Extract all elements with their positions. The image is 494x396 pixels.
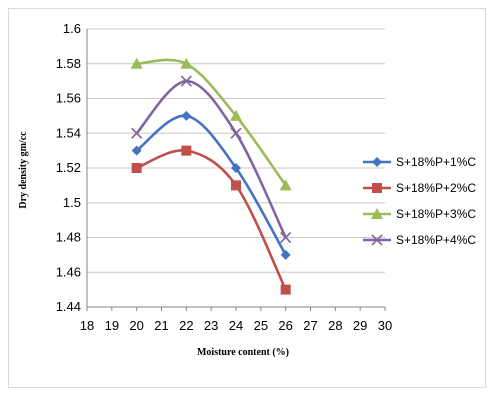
x-tick-label: 25 — [254, 318, 268, 333]
series-1 — [131, 110, 291, 260]
series-line — [135, 79, 287, 239]
y-tick-label: 1.54 — [56, 125, 81, 140]
y-tick-label: 1.6 — [63, 21, 81, 36]
y-axis-title: Dry density gm/cc — [18, 131, 29, 209]
x-tick-label: 21 — [154, 318, 168, 333]
legend-swatch-marker — [371, 208, 383, 219]
data-point — [180, 57, 193, 69]
legend-label: S+18%P+4%C — [396, 233, 476, 247]
data-point — [230, 109, 242, 121]
x-tick-label: 30 — [378, 318, 392, 333]
legend: S+18%P+1%C S+18%P+2%C S+18%P+3%C S+18%P+4%C — [363, 155, 476, 247]
x-tick-label: 29 — [353, 318, 367, 333]
data-point — [231, 180, 241, 191]
y-tick-label: 1.48 — [56, 230, 81, 245]
marker-stroke — [131, 127, 143, 139]
legend-item-4: S+18%P+4%C — [363, 233, 476, 247]
marker-stroke — [230, 127, 242, 139]
marker-stroke — [371, 234, 383, 246]
legend-swatch-marker — [371, 234, 383, 246]
series-layer — [130, 57, 292, 295]
x-tick-label: 26 — [278, 318, 292, 333]
axis-layer: 1.44 1.46 1.48 1.5 1.52 1.54 1.56 1.58 1.6 18 19 20… — [56, 21, 393, 333]
x-tick-label: 24 — [229, 318, 243, 333]
data-point — [280, 284, 291, 295]
y-tick-label: 1.46 — [56, 264, 81, 279]
series-line — [136, 149, 287, 291]
y-tick-label: 1.52 — [56, 160, 81, 175]
data-point — [230, 127, 242, 139]
data-point — [280, 249, 291, 260]
legend-item-3: S+18%P+3%C — [363, 207, 476, 221]
y-tick-label: 1.56 — [56, 91, 81, 106]
x-tick-label: 22 — [179, 318, 193, 333]
data-point — [130, 57, 143, 69]
y-tick-label: 1.58 — [56, 56, 81, 71]
legend-swatch-marker — [372, 157, 382, 167]
series-line — [135, 114, 287, 256]
x-tick-label: 28 — [328, 318, 342, 333]
legend-label: S+18%P+1%C — [396, 155, 476, 169]
chart-frame — [8, 8, 486, 388]
x-tick-label: 20 — [129, 318, 143, 333]
data-point — [131, 145, 142, 156]
y-tick-label: 1.44 — [56, 299, 81, 314]
legend-item-1: S+18%P+1%C — [363, 155, 476, 169]
data-point — [131, 127, 143, 139]
series-2 — [131, 145, 291, 295]
marker-stroke — [180, 75, 192, 87]
legend-label: S+18%P+3%C — [396, 207, 476, 221]
marker-stroke — [280, 231, 292, 244]
series-line — [136, 58, 287, 187]
series-3 — [130, 57, 292, 191]
data-point — [280, 231, 292, 244]
data-point — [180, 75, 192, 87]
legend-item-2: S+18%P+2%C — [363, 181, 476, 195]
data-point — [131, 163, 142, 173]
x-tick-label: 18 — [80, 318, 94, 333]
x-tick-label: 23 — [204, 318, 218, 333]
data-point — [231, 163, 241, 173]
legend-label: S+18%P+2%C — [396, 181, 476, 195]
x-tick-label: 19 — [105, 318, 119, 333]
x-tick-label: 27 — [303, 318, 317, 333]
legend-swatch-marker — [372, 183, 382, 193]
series-4 — [131, 75, 292, 244]
data-point — [279, 179, 292, 191]
data-point — [181, 145, 192, 156]
y-tick-label: 1.5 — [63, 195, 81, 210]
x-axis-title: Moisture content (%) — [197, 347, 289, 358]
data-point — [181, 110, 192, 121]
